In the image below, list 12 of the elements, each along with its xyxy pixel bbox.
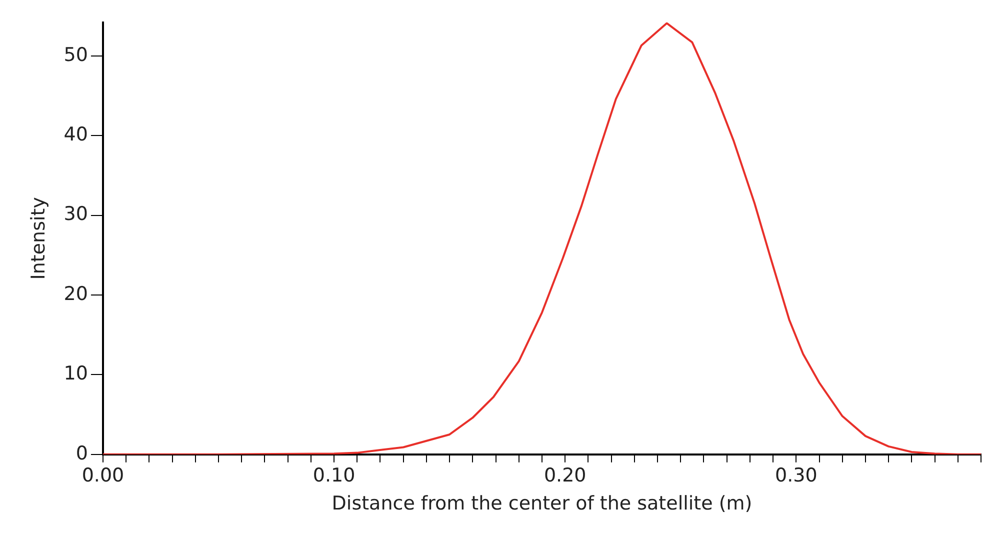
y-axis-title: Intensity xyxy=(27,197,50,280)
x-tick-label: 0.10 xyxy=(312,464,356,487)
x-axis-title: Distance from the center of the satellite (m) xyxy=(332,492,752,515)
x-tick-label: 0.00 xyxy=(82,464,124,487)
y-tick-label: 0 xyxy=(76,442,88,464)
x-tick-label: 0.20 xyxy=(544,464,586,487)
y-tick-label: 40 xyxy=(64,124,88,146)
y-tick-label: 20 xyxy=(64,282,88,305)
y-tick-label: 30 xyxy=(64,203,88,226)
y-tick-label: 10 xyxy=(64,362,88,385)
y-tick-label: 50 xyxy=(64,44,88,66)
x-tick-label: 0.30 xyxy=(774,464,818,487)
